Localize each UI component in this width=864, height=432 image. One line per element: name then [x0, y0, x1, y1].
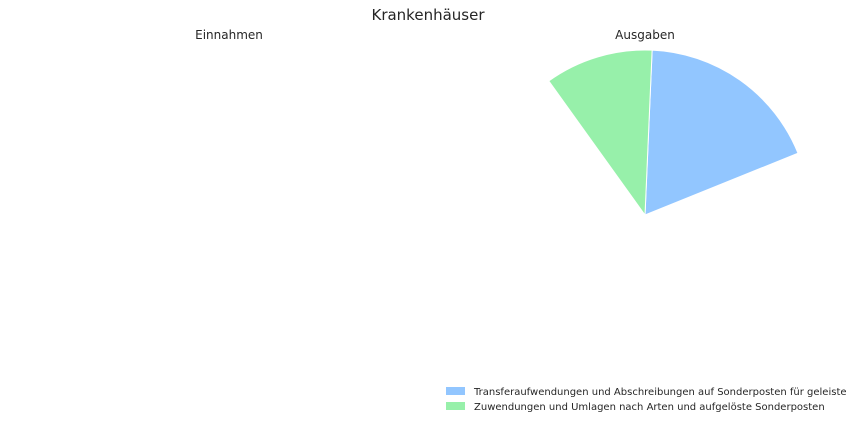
chart-title: Krankenhäuser — [371, 6, 485, 24]
legend-swatch-transferaufwendungen — [446, 387, 465, 395]
pie-slice-transferaufwendungen — [644, 49, 799, 216]
legend-label-zuwendungen: Zuwendungen und Umlagen nach Arten und a… — [474, 402, 825, 413]
subplot-title-einnahmen: Einnahmen — [195, 28, 263, 42]
legend-label-transferaufwendungen: Transferaufwendungen und Abschreibungen … — [473, 387, 847, 398]
legend: Transferaufwendungen und Abschreibungen … — [446, 387, 847, 413]
legend-swatch-zuwendungen — [446, 402, 465, 410]
pie-slice-zuwendungen — [548, 49, 653, 217]
pie-ausgaben — [548, 49, 799, 217]
subplot-title-ausgaben: Ausgaben — [615, 28, 675, 42]
